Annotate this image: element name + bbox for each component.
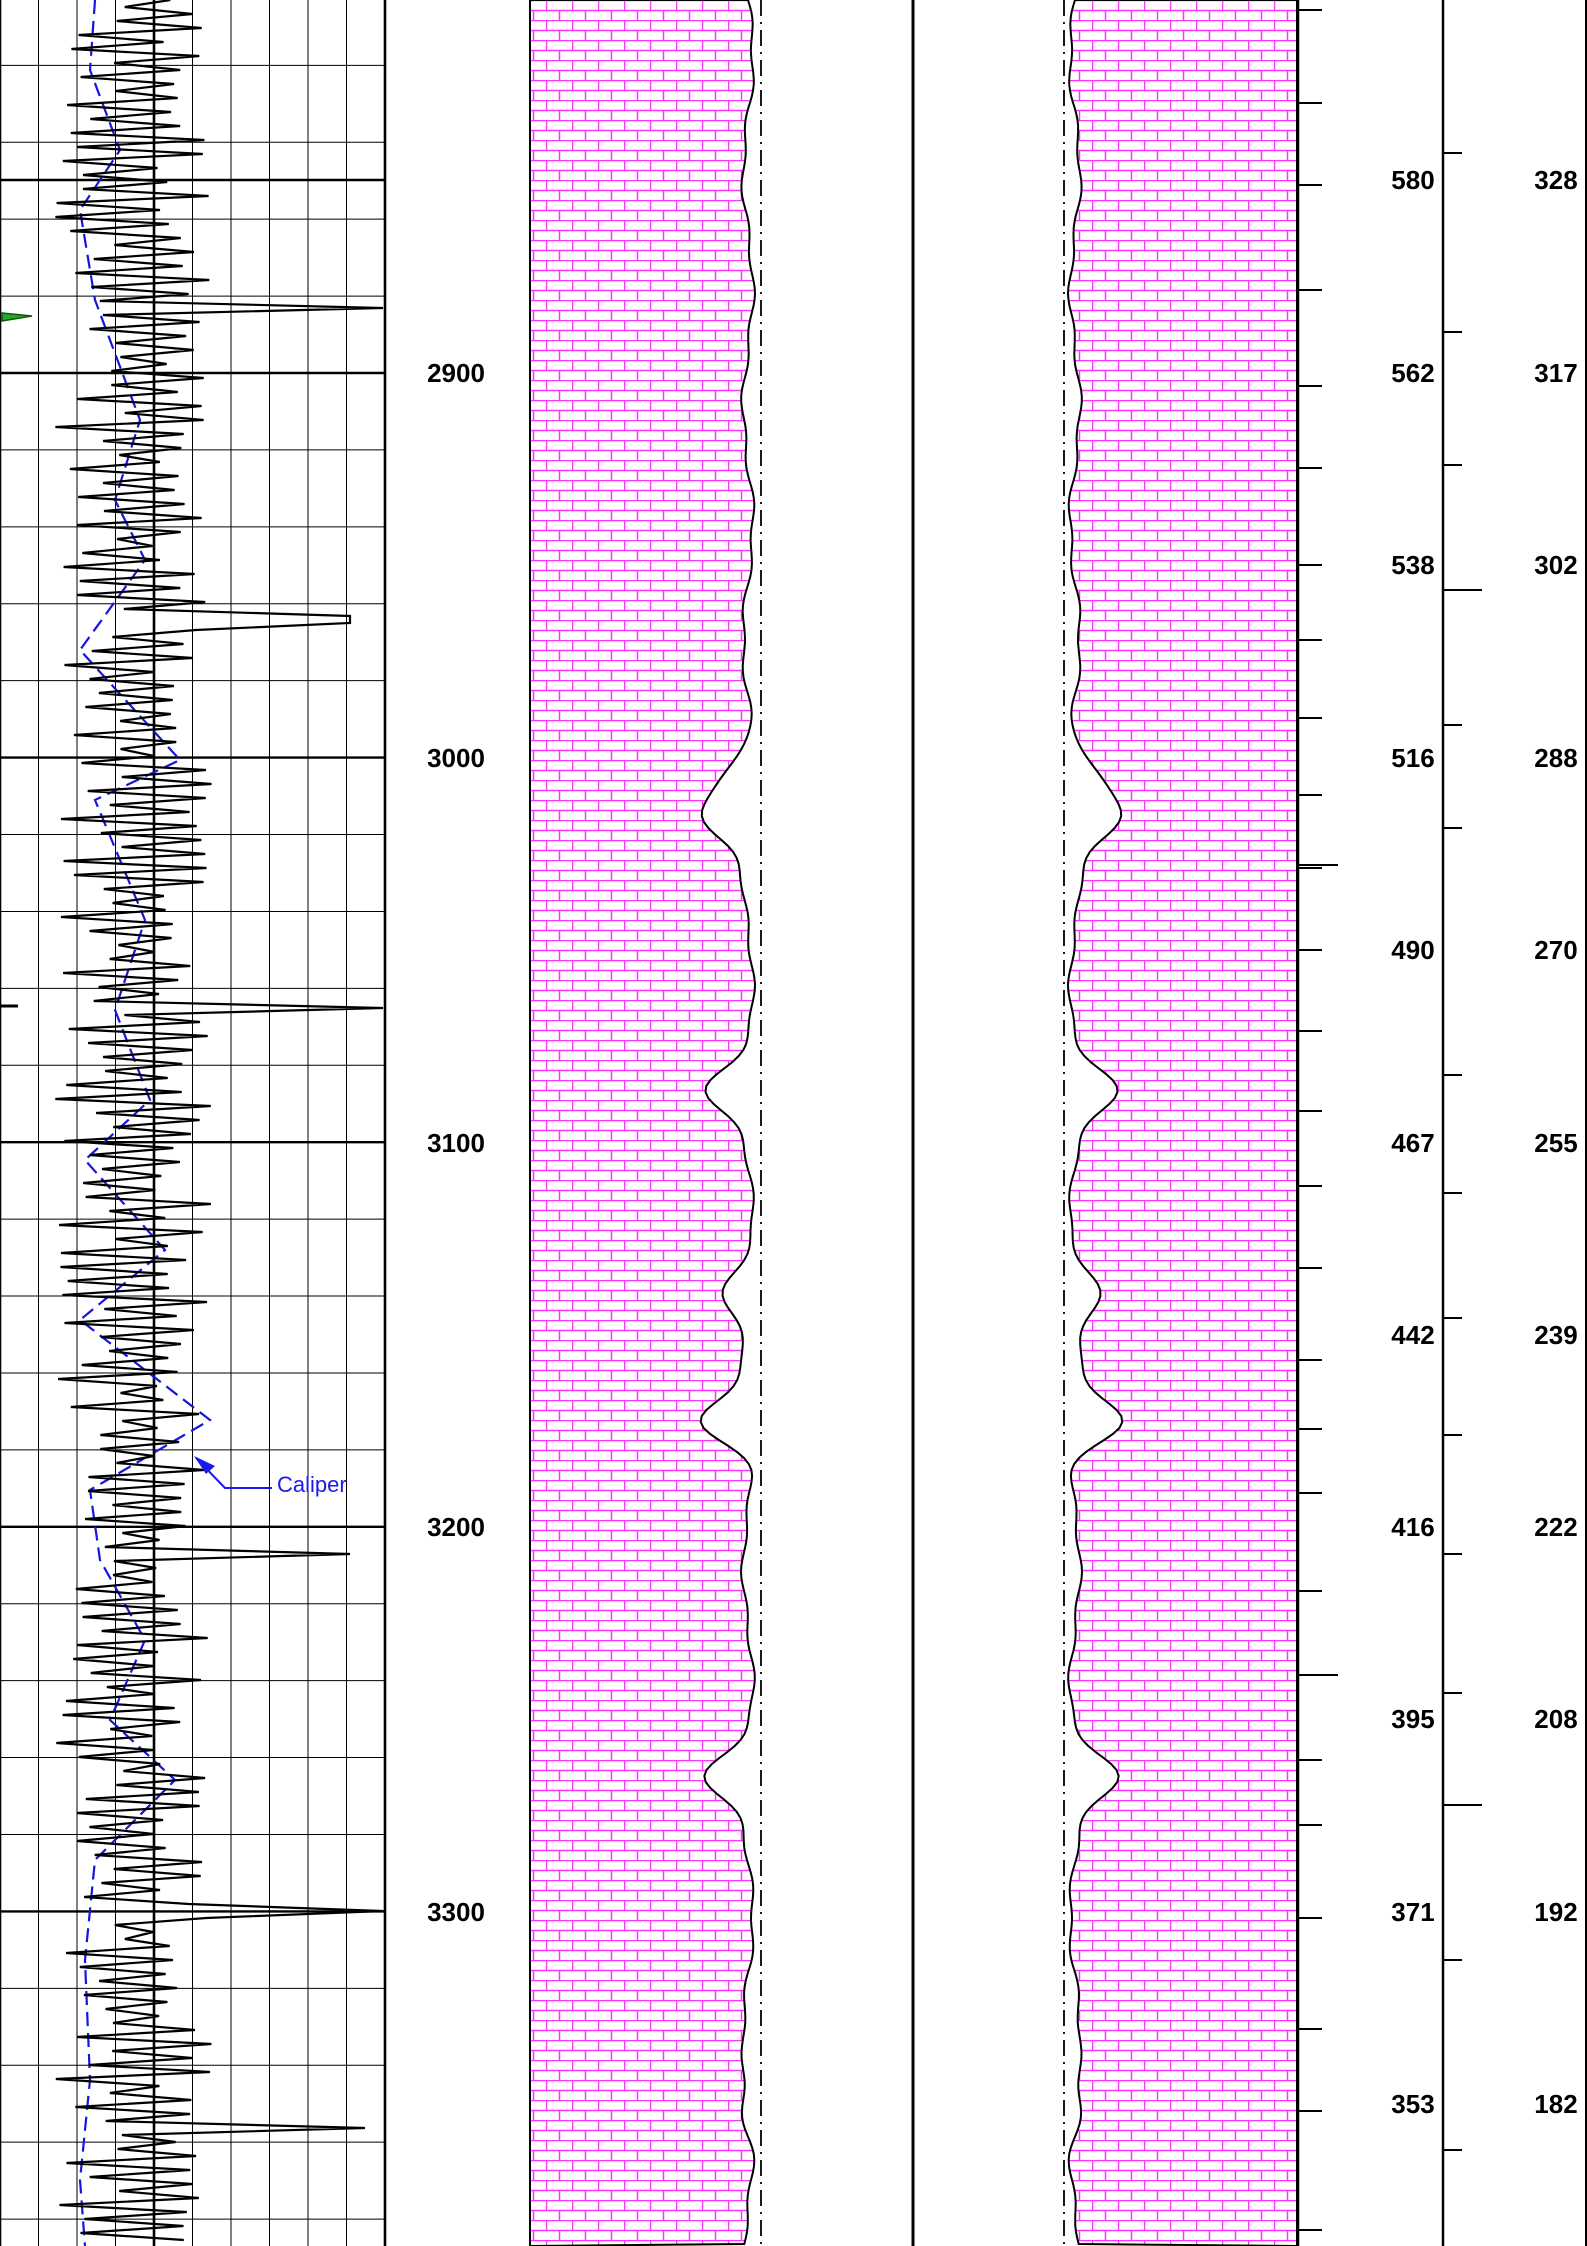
scale-label-1: 516 bbox=[1391, 743, 1434, 773]
lithology-column-a bbox=[529, 0, 757, 2246]
scale-label-1: 490 bbox=[1391, 935, 1434, 965]
scale-label-1: 442 bbox=[1391, 1320, 1434, 1350]
green-marker bbox=[1, 312, 33, 322]
scale-label-2: 208 bbox=[1534, 1704, 1577, 1734]
caliper-curve bbox=[78, 0, 212, 2246]
scale-label-2: 222 bbox=[1534, 1512, 1577, 1542]
scale-track-1: 580 562 538 516 490 467 442 416 395 371 353 bbox=[1391, 165, 1434, 2119]
scale-label-1: 395 bbox=[1391, 1704, 1434, 1734]
scale-label-2: 328 bbox=[1534, 165, 1577, 195]
caliper-label: Caliper bbox=[277, 1472, 347, 1497]
scale-ticks-2 bbox=[1443, 152, 1482, 2151]
scale-label-2: 302 bbox=[1534, 550, 1577, 580]
depth-label: 3300 bbox=[427, 1897, 485, 1927]
scale-label-1: 416 bbox=[1391, 1512, 1434, 1542]
lithology-track-a bbox=[529, 0, 762, 2246]
lithology-track-b bbox=[1063, 0, 1298, 2246]
scale-label-2: 182 bbox=[1534, 2089, 1577, 2119]
log-grid bbox=[0, 0, 387, 2246]
scale-ticks-1 bbox=[1298, 9, 1338, 2231]
scale-label-1: 467 bbox=[1391, 1128, 1434, 1158]
scale-label-2: 270 bbox=[1534, 935, 1577, 965]
scale-label-2: 192 bbox=[1534, 1897, 1577, 1927]
scale-label-1: 371 bbox=[1391, 1897, 1434, 1927]
depth-track: 2900 3000 3100 3200 3300 bbox=[427, 0, 531, 2246]
depth-label: 3000 bbox=[427, 743, 485, 773]
caliper-arrowhead bbox=[194, 1456, 215, 1474]
scale-label-2: 239 bbox=[1534, 1320, 1577, 1350]
depth-label: 3200 bbox=[427, 1512, 485, 1542]
scale-label-1: 538 bbox=[1391, 550, 1434, 580]
depth-label: 2900 bbox=[427, 358, 485, 388]
depth-label: 3100 bbox=[427, 1128, 485, 1158]
scale-track-2: 328 317 302 288 270 255 239 222 208 192 182 bbox=[1534, 165, 1577, 2119]
scale-label-2: 288 bbox=[1534, 743, 1577, 773]
lithology-column-b bbox=[1066, 0, 1298, 2246]
caliper-annotation: Caliper bbox=[194, 1456, 347, 1497]
gamma-curve bbox=[55, 0, 384, 2242]
scale-label-1: 562 bbox=[1391, 358, 1434, 388]
scale-label-1: 580 bbox=[1391, 165, 1434, 195]
scale-label-1: 353 bbox=[1391, 2089, 1434, 2119]
scale-label-2: 255 bbox=[1534, 1128, 1577, 1158]
scale-label-2: 317 bbox=[1534, 358, 1577, 388]
log-track-1: Caliper bbox=[0, 0, 387, 2246]
